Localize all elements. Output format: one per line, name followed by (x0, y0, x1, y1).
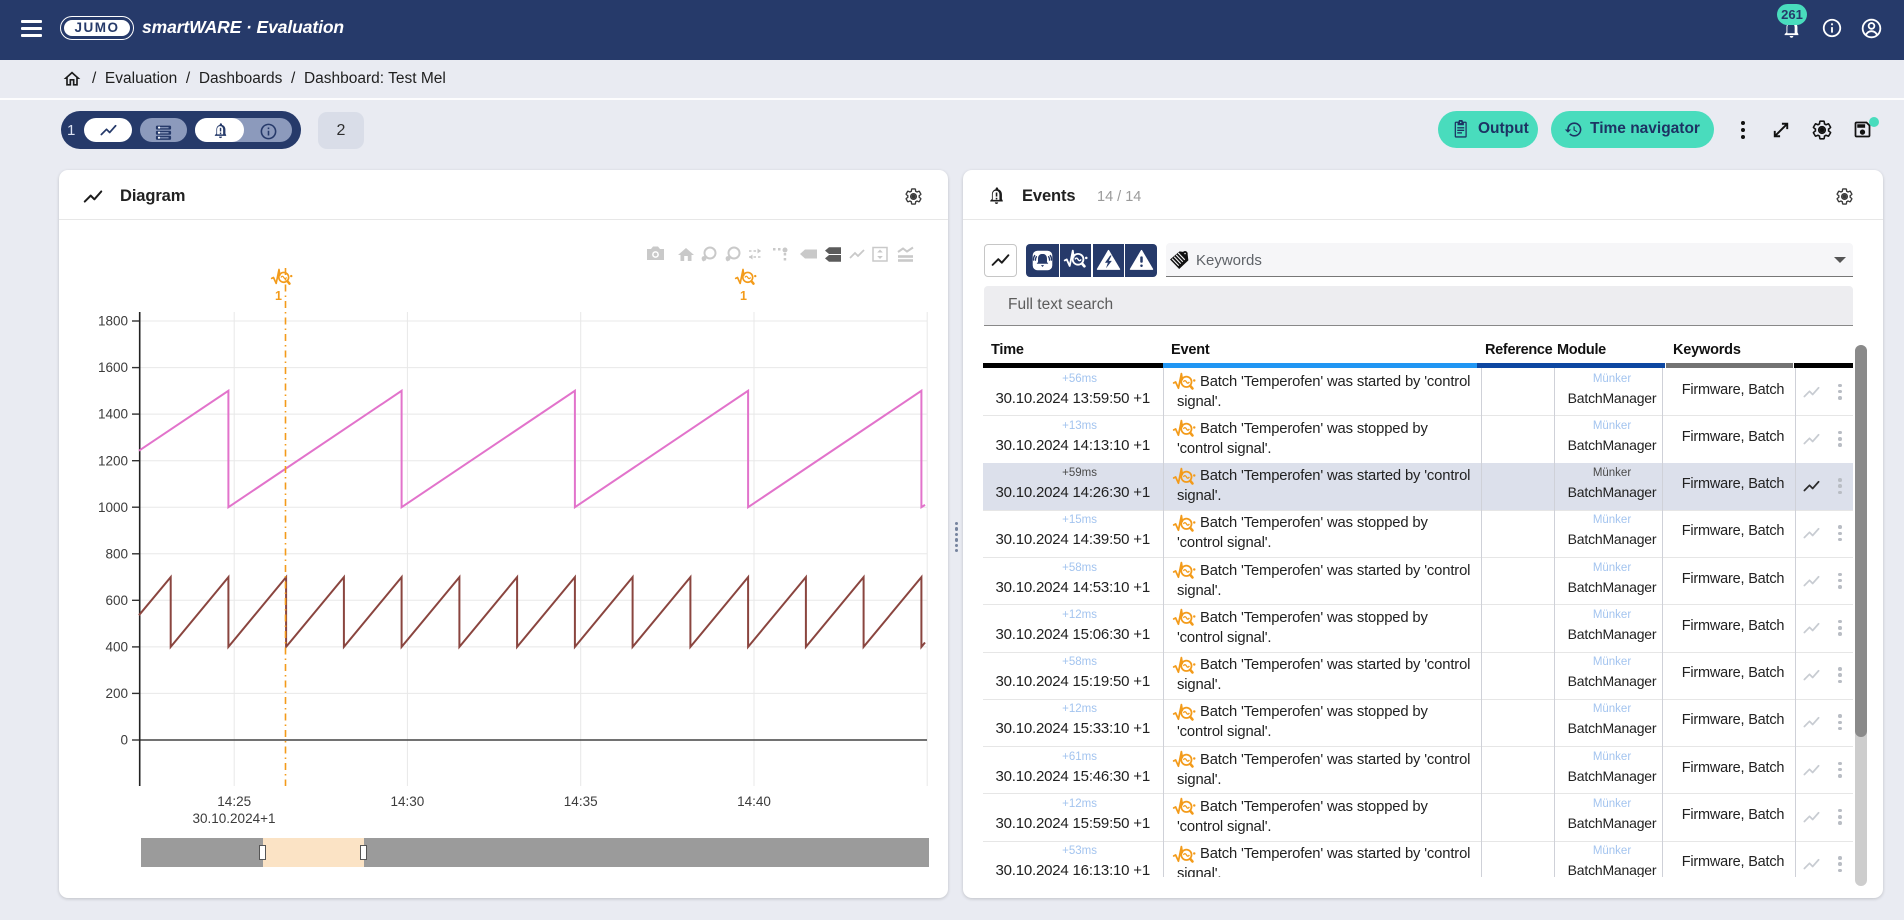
svg-text:400: 400 (105, 639, 128, 654)
svg-text:0: 0 (120, 733, 128, 748)
svg-text:14:35: 14:35 (564, 794, 598, 809)
svg-text:14:25: 14:25 (217, 794, 251, 809)
svg-text:14:40: 14:40 (737, 794, 771, 809)
svg-text:1800: 1800 (98, 314, 128, 329)
svg-text:14:30: 14:30 (391, 794, 425, 809)
svg-text:30.10.2024+1: 30.10.2024+1 (193, 811, 276, 826)
svg-text:200: 200 (105, 686, 128, 701)
svg-text:1600: 1600 (98, 360, 128, 375)
svg-text:800: 800 (105, 546, 128, 561)
svg-text:600: 600 (105, 593, 128, 608)
svg-text:1200: 1200 (98, 453, 128, 468)
svg-text:1400: 1400 (98, 407, 128, 422)
svg-text:1000: 1000 (98, 500, 128, 515)
